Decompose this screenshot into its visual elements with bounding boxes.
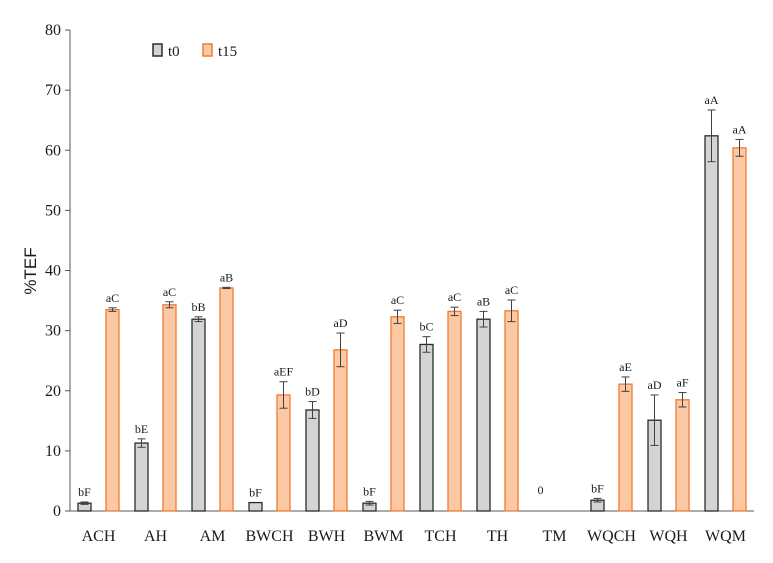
bar-t0-BWH bbox=[305, 409, 320, 512]
legend-label-t0: t0 bbox=[168, 44, 180, 60]
data-label-t0-BWH: bD bbox=[305, 385, 320, 399]
x-axis: ACH AH AM BWCH BWH BWM TCH TH TM WQCH WQH WQM bbox=[70, 510, 754, 545]
x-tick-label: TCH bbox=[425, 528, 457, 545]
bar-t15-WQH bbox=[675, 399, 690, 512]
y-tick-label: 10 bbox=[45, 443, 61, 460]
x-tick-label: AM bbox=[200, 528, 226, 545]
x-tick-label: BWH bbox=[308, 528, 346, 545]
x-tick-label: WQH bbox=[649, 528, 688, 545]
legend-swatch-t0 bbox=[152, 43, 163, 57]
bar-t0-AH bbox=[134, 442, 149, 512]
y-tick-label: 40 bbox=[45, 263, 61, 280]
y-tick-label: 20 bbox=[45, 383, 61, 400]
y-tick-label: 30 bbox=[45, 323, 61, 340]
bar-t0-TCH bbox=[419, 343, 434, 512]
data-label-t0-BWCH: bF bbox=[249, 486, 262, 500]
bar-t15-TCH bbox=[447, 310, 462, 512]
bar-t15-WQM bbox=[732, 147, 747, 512]
x-tick-label: BWCH bbox=[246, 528, 294, 545]
y-axis-label: %TEF bbox=[21, 247, 40, 294]
bar-t15-ACH bbox=[105, 308, 120, 512]
y-axis: 0 10 20 30 40 50 60 70 80 bbox=[45, 22, 71, 520]
bars bbox=[77, 135, 747, 512]
y-tick-label: 80 bbox=[45, 22, 61, 39]
data-label-t0-AM: bB bbox=[191, 300, 205, 314]
data-label-t15-TCH: aC bbox=[448, 290, 461, 304]
bar-t15-AH bbox=[162, 304, 177, 512]
bar-t15-BWCH bbox=[276, 394, 291, 512]
y-tick-label: 70 bbox=[45, 82, 61, 99]
error-bars bbox=[80, 109, 744, 506]
x-tick-label: TM bbox=[543, 528, 567, 545]
x-tick-label: ACH bbox=[82, 528, 116, 545]
bar-t15-BWM bbox=[390, 316, 405, 512]
data-label-t0-TM: 0 bbox=[538, 483, 544, 497]
bar-t0-WQM bbox=[704, 135, 719, 512]
bar-t0-BWCH bbox=[248, 501, 263, 512]
data-label-t15-AM: aB bbox=[220, 270, 233, 284]
x-tick-label: WQCH bbox=[587, 528, 636, 545]
x-tick-label: TH bbox=[487, 528, 509, 545]
data-label-t0-TH: aB bbox=[477, 294, 490, 308]
data-label-t15-BWM: aC bbox=[391, 293, 404, 307]
legend-swatch-t15 bbox=[202, 43, 213, 57]
data-label-t15-WQCH: aE bbox=[619, 360, 632, 374]
data-label-t15-ACH: aC bbox=[106, 291, 119, 305]
data-label-t15-WQM: aA bbox=[733, 122, 747, 136]
y-tick-label: 60 bbox=[45, 142, 61, 159]
x-tick-label: BWM bbox=[364, 528, 404, 545]
data-labels: bF bE bB bF bD bF bC aB 0 bF aD aA aC aC aB aEF aD aC aC aC… bbox=[78, 93, 747, 500]
data-label-t0-TCH: bC bbox=[419, 320, 433, 334]
bar-t15-TH bbox=[504, 310, 519, 512]
data-label-t0-ACH: bF bbox=[78, 485, 91, 499]
bar-t0-AM bbox=[191, 318, 206, 512]
data-label-t15-BWCH: aEF bbox=[274, 365, 294, 379]
bar-t15-WQCH bbox=[618, 383, 633, 512]
legend-label-t15: t15 bbox=[218, 44, 237, 60]
data-label-t0-WQM: aA bbox=[705, 93, 719, 107]
x-tick-label: WQM bbox=[705, 528, 746, 545]
data-label-t0-BWM: bF bbox=[363, 484, 376, 498]
legend: t0 t15 bbox=[152, 43, 237, 60]
data-label-t0-WQCH: bF bbox=[591, 481, 604, 495]
data-label-t0-AH: bE bbox=[135, 422, 148, 436]
bar-t15-BWH bbox=[333, 349, 348, 512]
x-tick-label: AH bbox=[144, 528, 168, 545]
bar-t15-AM bbox=[219, 287, 234, 512]
y-tick-label: 0 bbox=[53, 503, 61, 520]
data-label-t15-TH: aC bbox=[505, 283, 518, 297]
data-label-t15-BWH: aD bbox=[334, 316, 348, 330]
bar-t0-TH bbox=[476, 318, 491, 512]
data-label-t15-WQH: aF bbox=[677, 376, 689, 390]
data-label-t15-AH: aC bbox=[163, 285, 176, 299]
data-label-t0-WQH: aD bbox=[648, 378, 662, 392]
y-tick-label: 50 bbox=[45, 202, 61, 219]
